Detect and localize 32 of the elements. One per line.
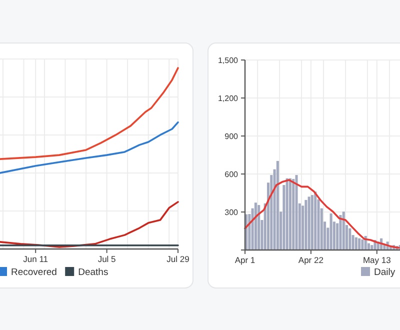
- legend-label: Deaths: [78, 267, 108, 278]
- bar: [258, 205, 260, 250]
- bar: [254, 202, 257, 250]
- x-tick-label: Jul 29: [166, 254, 190, 264]
- bar: [310, 195, 314, 250]
- x-tick-label: Jun 11: [23, 254, 48, 264]
- y-tick-label: 1,200: [218, 94, 239, 103]
- bar: [348, 228, 352, 250]
- x-tick-label: Apr 22: [298, 255, 324, 265]
- bar: [339, 215, 342, 250]
- bar: [354, 237, 358, 250]
- x-tick-label: Apr 1: [234, 255, 256, 265]
- bar: [286, 178, 288, 250]
- bar: [276, 160, 279, 250]
- bar: [361, 239, 364, 250]
- bar: [295, 175, 298, 250]
- legend-label: Recovered: [11, 267, 57, 278]
- y-tick-label: 900: [224, 132, 239, 141]
- bar: [342, 212, 345, 250]
- bar: [292, 178, 295, 250]
- bar: [314, 192, 317, 250]
- y-tick-label: 300: [224, 208, 239, 217]
- y-tick-label: 600: [224, 170, 239, 179]
- legend-label: Daily: [374, 267, 396, 278]
- bar: [304, 200, 308, 250]
- x-tick-label: Jul 5: [98, 254, 116, 264]
- x-tick-label: May 13: [362, 255, 392, 265]
- bar: [358, 238, 361, 250]
- y-tick-label: 1,500: [218, 56, 239, 65]
- bar: [308, 196, 310, 250]
- bar: [288, 178, 292, 250]
- bar: [330, 213, 332, 250]
